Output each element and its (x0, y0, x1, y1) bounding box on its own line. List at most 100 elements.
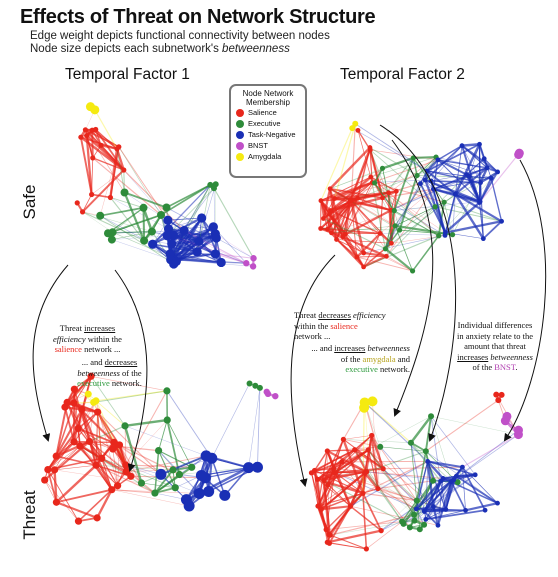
legend-item-bnst: BNST (236, 140, 305, 151)
safe-f2-edge (461, 143, 480, 147)
threat-f1-edge (224, 467, 250, 496)
safe-f2-edge (344, 209, 392, 236)
threat-f1-edge (66, 375, 92, 403)
threat-f2-edge (415, 451, 427, 501)
safe-f1-node (211, 233, 221, 243)
threat-f2-node (513, 430, 523, 440)
threat-f2-node (369, 432, 375, 439)
threat-f1-node (44, 465, 52, 474)
safe-f2-edge (382, 188, 434, 199)
threat-f2-node (423, 516, 429, 522)
safe-f2-edge (391, 206, 436, 211)
safe-f1-edge (152, 220, 168, 245)
safe-f1-edge (176, 253, 216, 262)
safe-f1-edge (169, 184, 211, 255)
threat-f2-edge (327, 541, 367, 550)
threat-f1-edge (211, 383, 250, 459)
threat-f2-edge (366, 521, 403, 550)
safe-f2-edge (350, 199, 392, 244)
threat-f2-node (448, 479, 454, 485)
connector-arrow (379, 124, 457, 442)
threat-f1-node (76, 442, 84, 450)
threat-f1-node (127, 472, 135, 480)
threat-f2-node (430, 477, 437, 484)
safe-f1-edge (167, 235, 247, 264)
safe-f2-edge (322, 188, 332, 219)
threat-f1-node (98, 454, 106, 462)
threat-f2-edge (453, 429, 519, 481)
safe-f2-edge (320, 200, 333, 234)
safe-f2-edge (331, 210, 395, 233)
safe-f2-edge (388, 192, 395, 211)
threat-f1-edge (111, 489, 190, 507)
safe-f1-node (78, 134, 84, 140)
legend-label: BNST (248, 141, 269, 150)
threat-f2-edge (462, 466, 498, 504)
threat-f1-node (188, 463, 196, 471)
safe-f2-edge (479, 177, 493, 202)
threat-f1-node (52, 452, 60, 460)
safe-f2-node (318, 226, 324, 231)
safe-f2-node (432, 204, 438, 210)
safe-f2-edge (357, 130, 373, 183)
safe-f1-edge (99, 215, 174, 265)
threat-f1-node (193, 488, 205, 500)
safe-f1-node (108, 228, 117, 237)
threat-f1-edge (119, 444, 162, 475)
safe-f1-node (171, 256, 181, 267)
safe-f2-edge (330, 176, 372, 212)
safe-f2-node (326, 211, 332, 217)
threat-f1-node (92, 397, 100, 405)
threat-f2-edge (377, 488, 417, 510)
threat-f1-node (251, 461, 263, 473)
threat-f2-edge (327, 468, 335, 485)
threat-f2-edge (425, 506, 434, 520)
threat-f2-edge (328, 534, 367, 550)
threat-f2-node (323, 527, 329, 533)
safe-f2-edge (356, 256, 413, 272)
threat-f2-node (352, 447, 358, 453)
safe-f2-edge (399, 206, 436, 231)
threat-f2-edge (426, 460, 444, 480)
safe-f2-node (318, 198, 324, 204)
threat-f1-node (151, 489, 159, 497)
threat-f1-edge (90, 376, 126, 427)
threat-f1-edge (78, 428, 114, 443)
threat-f2-edge (354, 434, 373, 451)
threat-f2-edge (424, 508, 446, 513)
safe-f2-edge (370, 176, 397, 192)
threat-f1-edge (126, 455, 207, 473)
threat-f2-node (359, 397, 370, 408)
safe-f2-node (382, 246, 389, 252)
safe-f1-node (192, 247, 202, 257)
safe-f2-node (499, 218, 504, 224)
safe-f2-edge (426, 143, 480, 172)
safe-f1-node (216, 257, 226, 268)
threat-f2-edge (317, 479, 351, 507)
safe-f1-node (98, 142, 104, 148)
safe-f1-node (90, 155, 96, 161)
threat-f1-edge (89, 425, 126, 442)
safe-f1-edge (85, 129, 120, 148)
connector-arrow (391, 139, 434, 417)
safe-f1-node (250, 255, 257, 262)
safe-f2-node (477, 199, 483, 204)
threat-f2-edge (425, 399, 499, 452)
safe-f1-node (107, 194, 113, 201)
threat-f2-node (460, 464, 465, 470)
safe-f2-node (327, 186, 333, 192)
threat-f2-node (421, 508, 427, 514)
threat-f2-edge (366, 471, 415, 515)
safe-f2-node (355, 127, 361, 133)
safe-f2-edge (323, 218, 386, 250)
safe-f1-node (147, 227, 156, 236)
threat-f1-edge (97, 412, 103, 459)
legend-item-salience: Salience (236, 107, 305, 118)
safe-f1-node (210, 185, 217, 192)
safe-f2-edge (320, 228, 400, 231)
safe-f1-edge (112, 214, 162, 233)
safe-f2-edge (394, 159, 439, 227)
safe-f2-edge (334, 197, 392, 212)
safe-f2-edge (370, 156, 437, 178)
safe-f2-node (361, 250, 367, 256)
